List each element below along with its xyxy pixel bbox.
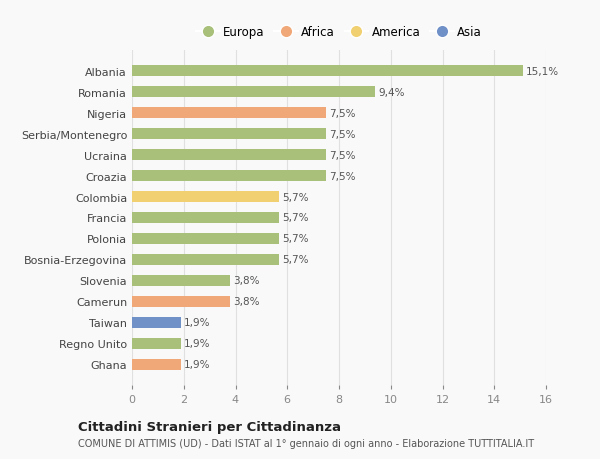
Text: 7,5%: 7,5% <box>329 150 356 160</box>
Text: 7,5%: 7,5% <box>329 108 356 118</box>
Text: COMUNE DI ATTIMIS (UD) - Dati ISTAT al 1° gennaio di ogni anno - Elaborazione TU: COMUNE DI ATTIMIS (UD) - Dati ISTAT al 1… <box>78 438 534 448</box>
Text: 7,5%: 7,5% <box>329 129 356 139</box>
Text: 1,9%: 1,9% <box>184 339 211 349</box>
Bar <box>132 129 326 140</box>
Text: 1,9%: 1,9% <box>184 359 211 369</box>
Bar <box>132 338 181 349</box>
Bar <box>132 317 181 329</box>
Legend: Europa, Africa, America, Asia: Europa, Africa, America, Asia <box>193 23 485 43</box>
Bar <box>132 87 375 98</box>
Bar <box>132 191 280 203</box>
Text: 15,1%: 15,1% <box>526 67 559 77</box>
Text: 5,7%: 5,7% <box>283 255 309 265</box>
Bar <box>132 107 326 119</box>
Bar <box>132 170 326 182</box>
Bar <box>132 275 230 286</box>
Bar <box>132 296 230 308</box>
Text: 5,7%: 5,7% <box>283 234 309 244</box>
Bar <box>132 254 280 266</box>
Text: 5,7%: 5,7% <box>283 213 309 223</box>
Text: 1,9%: 1,9% <box>184 318 211 328</box>
Bar <box>132 150 326 161</box>
Bar <box>132 233 280 245</box>
Text: 3,8%: 3,8% <box>233 276 260 286</box>
Bar <box>132 359 181 370</box>
Text: 3,8%: 3,8% <box>233 297 260 307</box>
Bar <box>132 212 280 224</box>
Text: 5,7%: 5,7% <box>283 192 309 202</box>
Bar <box>132 66 523 77</box>
Text: 9,4%: 9,4% <box>379 87 405 97</box>
Text: Cittadini Stranieri per Cittadinanza: Cittadini Stranieri per Cittadinanza <box>78 420 341 433</box>
Text: 7,5%: 7,5% <box>329 171 356 181</box>
